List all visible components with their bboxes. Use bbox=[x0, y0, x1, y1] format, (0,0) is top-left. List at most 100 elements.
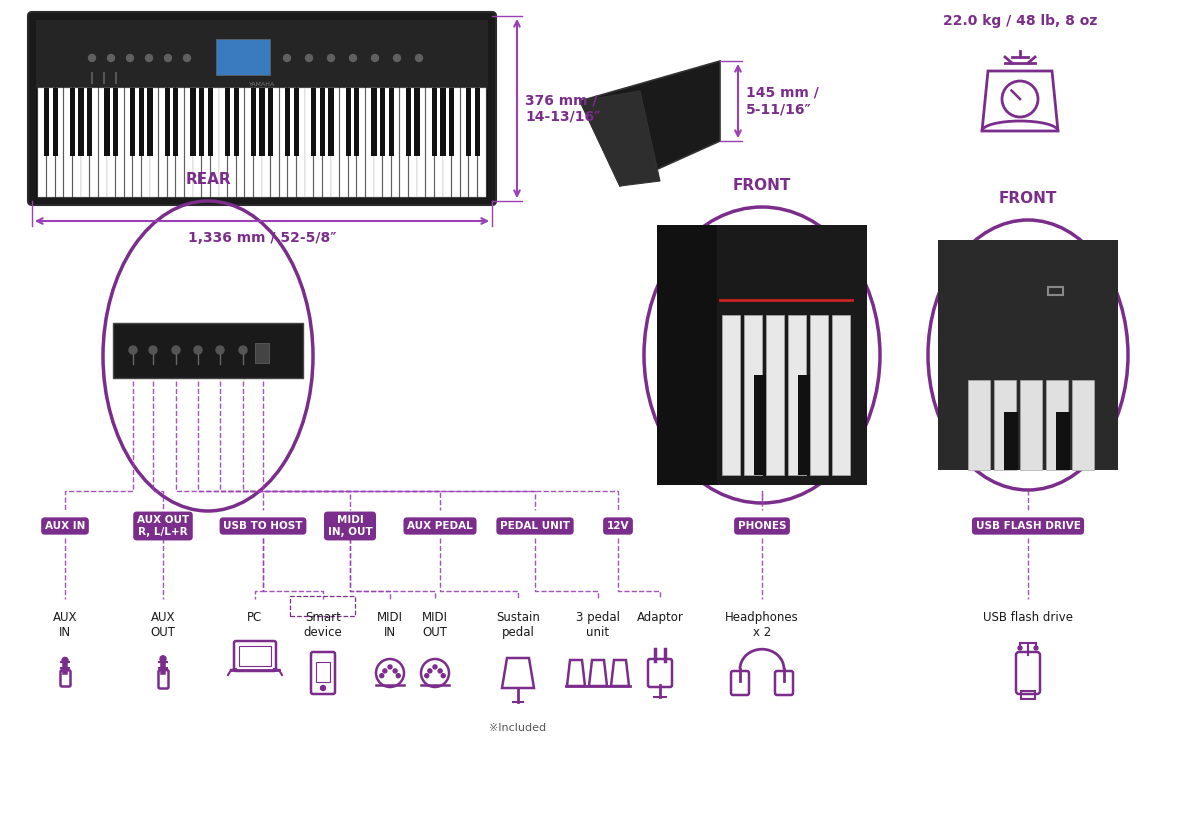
FancyBboxPatch shape bbox=[968, 380, 990, 470]
FancyBboxPatch shape bbox=[104, 88, 109, 156]
FancyBboxPatch shape bbox=[125, 88, 132, 197]
Text: USB flash drive: USB flash drive bbox=[983, 611, 1073, 624]
FancyBboxPatch shape bbox=[406, 88, 412, 156]
FancyBboxPatch shape bbox=[475, 88, 480, 156]
FancyBboxPatch shape bbox=[331, 88, 340, 197]
FancyBboxPatch shape bbox=[211, 88, 218, 197]
FancyBboxPatch shape bbox=[311, 88, 317, 156]
FancyBboxPatch shape bbox=[280, 88, 288, 197]
Text: PC: PC bbox=[247, 611, 263, 624]
Circle shape bbox=[216, 346, 224, 354]
Circle shape bbox=[394, 54, 401, 62]
Circle shape bbox=[108, 54, 114, 62]
Text: AUX OUT
R, L/L+R: AUX OUT R, L/L+R bbox=[137, 516, 190, 537]
FancyBboxPatch shape bbox=[354, 88, 359, 156]
Circle shape bbox=[379, 674, 384, 677]
Circle shape bbox=[415, 54, 422, 62]
Circle shape bbox=[425, 674, 428, 677]
FancyBboxPatch shape bbox=[53, 88, 58, 156]
Polygon shape bbox=[580, 61, 720, 186]
Circle shape bbox=[126, 54, 133, 62]
Text: Headphones
x 2: Headphones x 2 bbox=[725, 611, 799, 639]
Text: FRONT: FRONT bbox=[733, 178, 791, 193]
FancyBboxPatch shape bbox=[142, 88, 150, 197]
Circle shape bbox=[320, 686, 325, 690]
Circle shape bbox=[89, 54, 96, 62]
FancyBboxPatch shape bbox=[409, 88, 416, 197]
Circle shape bbox=[184, 54, 191, 62]
Circle shape bbox=[149, 346, 157, 354]
FancyBboxPatch shape bbox=[44, 88, 49, 156]
FancyBboxPatch shape bbox=[245, 88, 253, 197]
FancyBboxPatch shape bbox=[168, 88, 175, 197]
Circle shape bbox=[283, 54, 290, 62]
FancyBboxPatch shape bbox=[36, 20, 488, 88]
Circle shape bbox=[433, 665, 437, 669]
FancyBboxPatch shape bbox=[1004, 412, 1018, 470]
FancyBboxPatch shape bbox=[47, 88, 55, 197]
FancyBboxPatch shape bbox=[443, 88, 451, 197]
FancyBboxPatch shape bbox=[466, 88, 472, 156]
FancyBboxPatch shape bbox=[268, 88, 274, 156]
FancyBboxPatch shape bbox=[185, 88, 193, 197]
Circle shape bbox=[388, 665, 392, 669]
FancyBboxPatch shape bbox=[744, 315, 762, 475]
FancyBboxPatch shape bbox=[329, 88, 334, 156]
Circle shape bbox=[172, 346, 180, 354]
FancyBboxPatch shape bbox=[478, 88, 486, 197]
FancyBboxPatch shape bbox=[450, 90, 488, 197]
FancyBboxPatch shape bbox=[938, 240, 1118, 470]
FancyBboxPatch shape bbox=[82, 88, 89, 197]
Circle shape bbox=[164, 54, 172, 62]
Circle shape bbox=[438, 669, 442, 673]
Circle shape bbox=[62, 658, 68, 663]
Circle shape bbox=[239, 346, 247, 354]
FancyBboxPatch shape bbox=[426, 88, 434, 197]
Circle shape bbox=[306, 54, 312, 62]
FancyBboxPatch shape bbox=[319, 88, 325, 156]
FancyBboxPatch shape bbox=[150, 88, 158, 197]
FancyBboxPatch shape bbox=[380, 88, 385, 156]
FancyBboxPatch shape bbox=[391, 88, 400, 197]
FancyBboxPatch shape bbox=[810, 315, 828, 475]
Circle shape bbox=[396, 674, 401, 677]
FancyBboxPatch shape bbox=[224, 88, 230, 156]
FancyBboxPatch shape bbox=[296, 88, 305, 197]
FancyBboxPatch shape bbox=[658, 225, 718, 485]
Text: PEDAL UNIT: PEDAL UNIT bbox=[500, 521, 570, 531]
FancyBboxPatch shape bbox=[199, 88, 204, 156]
Circle shape bbox=[349, 54, 356, 62]
FancyBboxPatch shape bbox=[263, 88, 270, 197]
Text: 12V: 12V bbox=[607, 521, 629, 531]
FancyBboxPatch shape bbox=[994, 380, 1016, 470]
FancyBboxPatch shape bbox=[160, 88, 167, 197]
Circle shape bbox=[160, 656, 166, 662]
Text: Sustain
pedal: Sustain pedal bbox=[496, 611, 540, 639]
FancyBboxPatch shape bbox=[314, 88, 322, 197]
FancyBboxPatch shape bbox=[366, 88, 373, 197]
FancyBboxPatch shape bbox=[256, 343, 269, 363]
FancyBboxPatch shape bbox=[164, 88, 170, 156]
FancyBboxPatch shape bbox=[220, 88, 227, 197]
FancyBboxPatch shape bbox=[148, 88, 152, 156]
Text: MIDI
IN: MIDI IN bbox=[377, 611, 403, 639]
FancyBboxPatch shape bbox=[236, 88, 245, 197]
Text: USB TO HOST: USB TO HOST bbox=[223, 521, 302, 531]
Text: FRONT: FRONT bbox=[998, 191, 1057, 206]
FancyBboxPatch shape bbox=[372, 88, 377, 156]
FancyBboxPatch shape bbox=[228, 88, 235, 197]
FancyBboxPatch shape bbox=[434, 88, 443, 197]
Circle shape bbox=[1018, 646, 1022, 650]
Text: AUX PEDAL: AUX PEDAL bbox=[407, 521, 473, 531]
FancyBboxPatch shape bbox=[133, 88, 140, 197]
FancyBboxPatch shape bbox=[130, 88, 136, 156]
FancyBboxPatch shape bbox=[374, 88, 383, 197]
FancyBboxPatch shape bbox=[234, 88, 239, 156]
Circle shape bbox=[442, 674, 445, 677]
FancyBboxPatch shape bbox=[113, 88, 118, 156]
FancyBboxPatch shape bbox=[401, 88, 408, 197]
Text: 1,336 mm / 52-5/8″: 1,336 mm / 52-5/8″ bbox=[187, 231, 336, 245]
FancyBboxPatch shape bbox=[449, 88, 454, 156]
Circle shape bbox=[130, 346, 137, 354]
Circle shape bbox=[383, 669, 386, 673]
